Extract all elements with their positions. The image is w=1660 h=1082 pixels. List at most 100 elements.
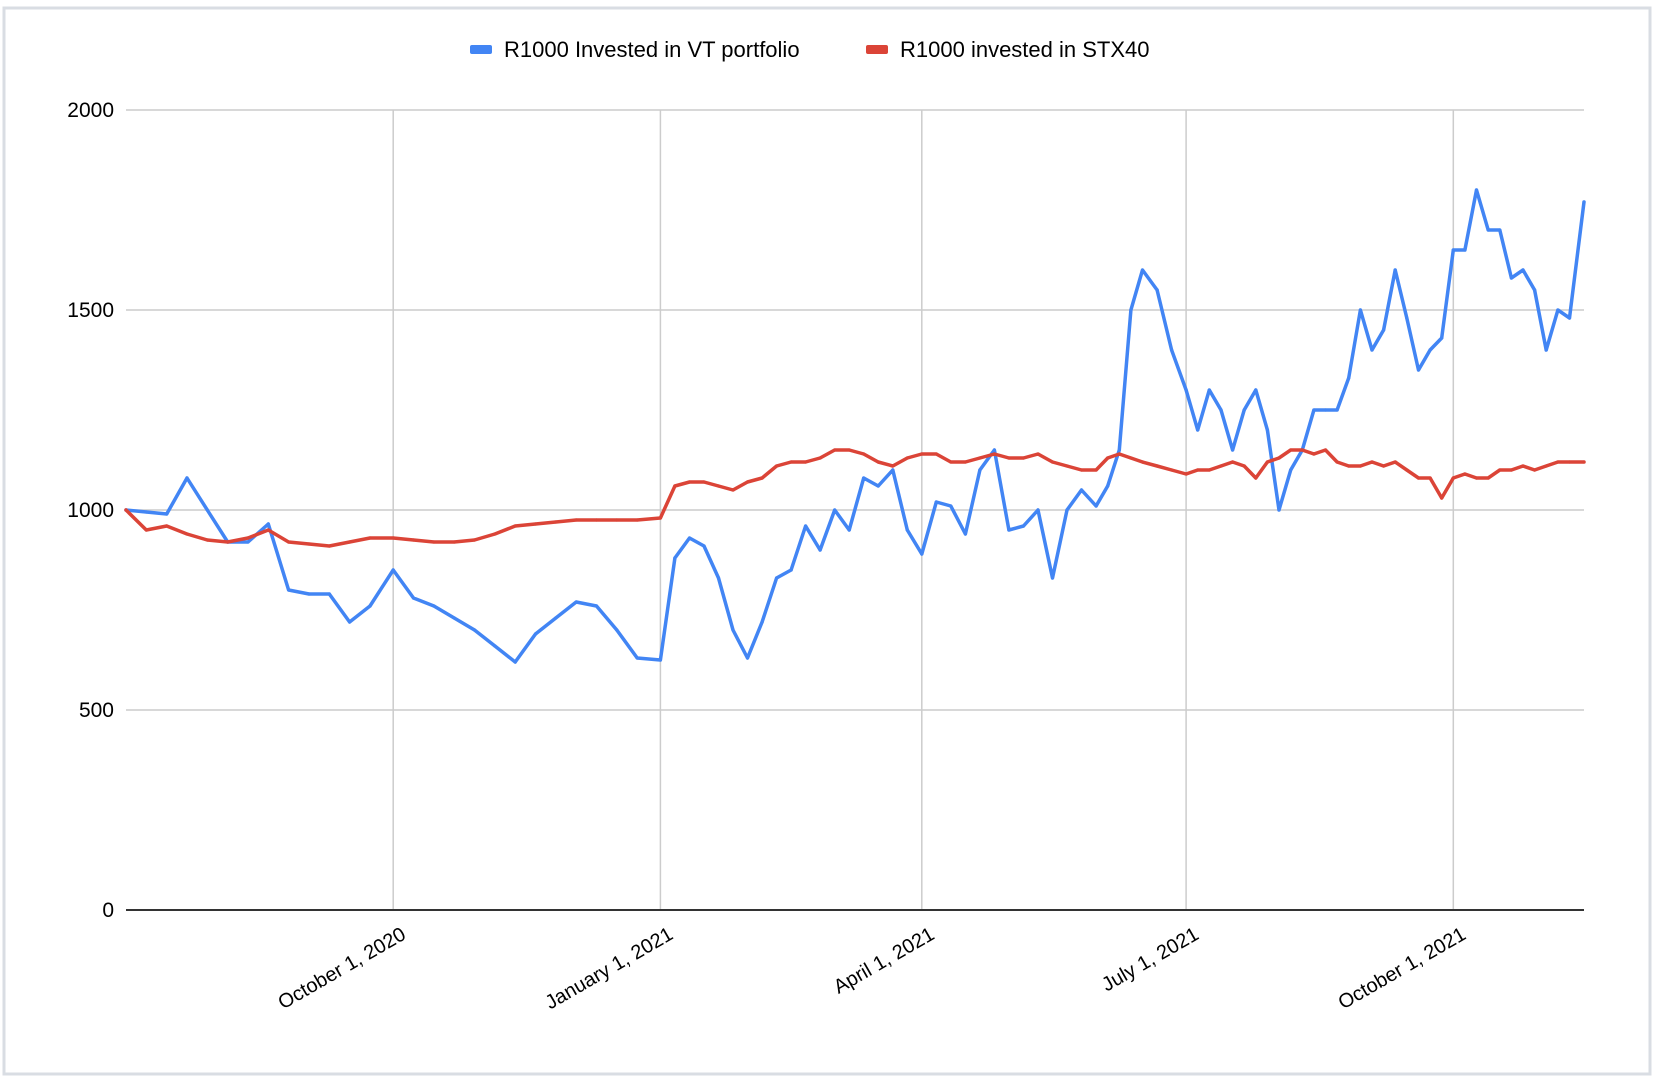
data-point-vt-portfolio-11 — [348, 620, 352, 624]
data-point-vt-portfolio-89 — [1486, 228, 1490, 232]
data-point-stx40-3 — [185, 532, 189, 536]
data-point-vt-portfolio-9 — [307, 592, 311, 596]
data-point-vt-portfolio-85 — [1440, 336, 1444, 340]
data-point-stx40-76 — [1335, 460, 1339, 464]
data-point-stx40-75 — [1323, 448, 1328, 452]
data-point-stx40-88 — [1474, 476, 1479, 480]
data-point-stx40-66 — [1219, 464, 1223, 468]
data-point-stx40-84 — [1428, 476, 1432, 480]
data-point-stx40-74 — [1312, 452, 1316, 456]
data-point-vt-portfolio-18 — [493, 644, 497, 648]
data-point-vt-portfolio-88 — [1474, 188, 1479, 192]
data-point-stx40-34 — [775, 464, 779, 468]
legend-swatch-stx40 — [866, 45, 888, 54]
data-point-stx40-62 — [1170, 468, 1174, 472]
data-point-stx40-41 — [876, 460, 880, 464]
data-point-vt-portfolio-61 — [1155, 288, 1159, 292]
data-point-vt-portfolio-35 — [789, 568, 793, 572]
data-point-vt-portfolio-19 — [513, 660, 517, 664]
data-point-stx40-58 — [1117, 452, 1121, 456]
data-point-vt-portfolio-20 — [533, 632, 538, 636]
chart-border — [2, 6, 1652, 1076]
data-point-stx40-49 — [992, 452, 997, 456]
data-point-stx40-27 — [673, 484, 677, 488]
data-point-vt-portfolio-47 — [963, 532, 968, 536]
data-point-vt-portfolio-53 — [1050, 576, 1055, 580]
data-point-stx40-35 — [789, 460, 793, 464]
data-point-stx40-5 — [226, 540, 230, 544]
data-point-vt-portfolio-22 — [574, 600, 578, 604]
data-point-vt-portfolio-90 — [1498, 228, 1502, 232]
data-point-stx40-78 — [1358, 464, 1362, 468]
data-point-vt-portfolio-51 — [1021, 524, 1026, 528]
series-lines — [124, 188, 1586, 664]
data-point-vt-portfolio-84 — [1428, 348, 1432, 352]
data-point-vt-portfolio-27 — [673, 556, 677, 560]
data-point-stx40-9 — [307, 542, 311, 546]
data-point-vt-portfolio-69 — [1254, 388, 1258, 392]
data-point-stx40-86 — [1451, 476, 1455, 480]
data-point-stx40-38 — [833, 448, 837, 452]
data-point-vt-portfolio-2 — [165, 512, 169, 516]
data-point-vt-portfolio-23 — [594, 604, 599, 608]
data-point-vt-portfolio-78 — [1358, 308, 1362, 312]
data-point-stx40-42 — [891, 464, 895, 468]
data-point-stx40-22 — [574, 518, 578, 522]
data-point-stx40-96 — [1567, 460, 1572, 464]
data-point-stx40-54 — [1065, 464, 1069, 468]
data-point-vt-portfolio-95 — [1556, 308, 1560, 312]
data-point-vt-portfolio-83 — [1416, 368, 1421, 372]
data-point-vt-portfolio-28 — [687, 536, 692, 540]
data-point-vt-portfolio-21 — [554, 616, 558, 620]
data-point-vt-portfolio-92 — [1521, 268, 1525, 272]
data-point-vt-portfolio-75 — [1323, 408, 1328, 412]
data-point-vt-portfolio-33 — [760, 620, 764, 624]
data-point-stx40-93 — [1533, 468, 1537, 472]
data-point-vt-portfolio-30 — [716, 576, 721, 580]
data-point-vt-portfolio-42 — [891, 468, 895, 472]
data-point-vt-portfolio-58 — [1117, 448, 1121, 452]
data-point-stx40-4 — [205, 538, 209, 542]
data-point-stx40-73 — [1300, 448, 1304, 452]
data-point-vt-portfolio-49 — [992, 448, 997, 452]
data-point-stx40-87 — [1463, 472, 1467, 476]
data-point-vt-portfolio-4 — [205, 508, 209, 512]
data-point-stx40-18 — [493, 532, 497, 536]
data-point-vt-portfolio-74 — [1312, 408, 1316, 412]
data-point-vt-portfolio-68 — [1242, 408, 1246, 412]
data-point-vt-portfolio-93 — [1533, 288, 1537, 292]
data-point-stx40-81 — [1393, 460, 1397, 464]
data-point-vt-portfolio-43 — [905, 528, 909, 532]
data-point-stx40-29 — [702, 480, 706, 484]
data-point-vt-portfolio-41 — [876, 484, 880, 488]
data-point-vt-portfolio-80 — [1382, 328, 1386, 332]
data-point-vt-portfolio-26 — [658, 658, 663, 662]
data-point-vt-portfolio-15 — [432, 604, 436, 608]
data-point-vt-portfolio-77 — [1347, 376, 1351, 380]
data-point-stx40-39 — [847, 448, 851, 452]
data-point-stx40-52 — [1036, 452, 1040, 456]
data-point-stx40-64 — [1196, 468, 1200, 472]
data-point-vt-portfolio-57 — [1106, 484, 1110, 488]
data-point-vt-portfolio-8 — [287, 588, 291, 592]
data-point-stx40-60 — [1140, 460, 1145, 464]
legend-label-vt-portfolio: R1000 Invested in VT portfolio — [504, 37, 800, 62]
data-point-vt-portfolio-65 — [1207, 388, 1211, 392]
data-point-stx40-21 — [554, 520, 558, 524]
data-point-stx40-19 — [513, 524, 517, 528]
data-point-vt-portfolio-81 — [1393, 268, 1397, 272]
data-point-vt-portfolio-94 — [1544, 348, 1548, 352]
data-point-vt-portfolio-46 — [949, 504, 953, 508]
data-point-stx40-7 — [266, 528, 270, 532]
data-point-stx40-48 — [978, 456, 982, 460]
data-point-vt-portfolio-7 — [266, 522, 270, 526]
data-point-vt-portfolio-70 — [1265, 428, 1269, 432]
data-point-stx40-33 — [760, 476, 764, 480]
data-point-stx40-30 — [716, 484, 721, 488]
data-point-stx40-94 — [1544, 464, 1548, 468]
data-point-stx40-69 — [1254, 476, 1258, 480]
data-point-vt-portfolio-44 — [920, 552, 924, 556]
data-point-vt-portfolio-38 — [833, 508, 837, 512]
data-point-vt-portfolio-10 — [327, 592, 331, 596]
